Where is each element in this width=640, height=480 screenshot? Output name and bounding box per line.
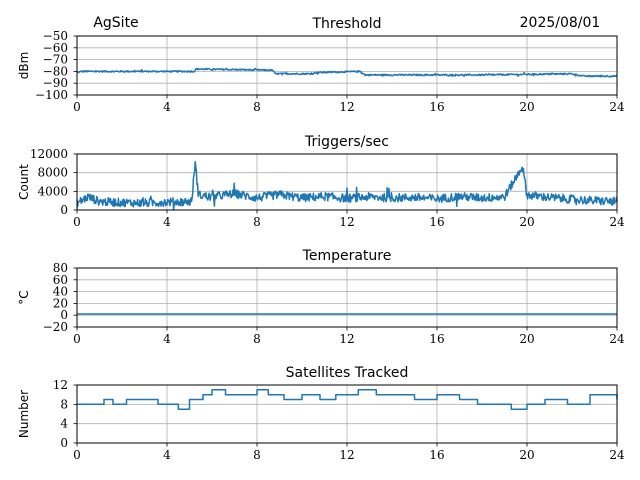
chart-panel-3: 0 4 8 12 16 20 24 0 4 8 12 Satellites Tracked Number	[17, 365, 625, 462]
x-tick-label-6: 24	[609, 332, 625, 346]
y-tick-label-5: 80	[53, 261, 68, 275]
y-tick-label-1: −90	[43, 76, 68, 90]
x-tick-label-1: 4	[163, 448, 171, 462]
x-tick-label-2: 8	[253, 448, 261, 462]
y-tick-label-3: 12	[53, 378, 68, 392]
y-tick-label-2: 8000	[37, 166, 68, 180]
y-axis-label-0: dBm	[17, 52, 31, 80]
x-tick-label-3: 12	[339, 100, 354, 114]
x-tick-label-4: 16	[429, 448, 444, 462]
x-tick-label-6: 24	[609, 448, 625, 462]
series-line-1	[76, 161, 618, 211]
y-tick-label-3: 40	[53, 285, 68, 299]
y-tick-label-0: 0	[60, 436, 68, 450]
date-label: 2025/08/01	[520, 15, 601, 31]
chart-title-1: Triggers/sec	[304, 134, 389, 150]
x-tick-label-3: 12	[339, 215, 354, 229]
y-tick-label-3: 12000	[30, 147, 68, 161]
y-tick-label-2: 20	[53, 296, 68, 310]
y-tick-label-0: −100	[35, 88, 68, 102]
y-tick-label-0: −20	[43, 320, 68, 334]
x-tick-label-3: 12	[339, 332, 354, 346]
series-line-0	[76, 67, 618, 78]
x-tick-label-0: 0	[73, 215, 81, 229]
y-tick-label-1: 0	[60, 308, 68, 322]
x-tick-label-5: 20	[519, 448, 534, 462]
x-tick-label-2: 8	[253, 215, 261, 229]
x-tick-label-0: 0	[73, 332, 81, 346]
y-axis-label-3: Number	[17, 390, 31, 438]
site-label: AgSite	[93, 15, 138, 31]
series-line-3	[77, 389, 618, 410]
chart-panel-1: 0 4 8 12 16 20 24 0 4000 8000 12000 Triggers/sec Cou…	[17, 134, 625, 229]
x-tick-label-5: 20	[519, 332, 534, 346]
x-tick-label-1: 4	[163, 332, 171, 346]
y-tick-label-3: −70	[43, 53, 68, 67]
x-tick-label-4: 16	[429, 215, 444, 229]
x-tick-label-0: 0	[73, 448, 81, 462]
y-tick-label-4: −60	[43, 41, 68, 55]
y-tick-label-1: 4000	[37, 184, 68, 198]
y-tick-label-2: −80	[43, 64, 68, 78]
chart-panels: 0 4 8 12 16 20 24 −100−90−80−70−60−50 Threshold d…	[17, 16, 625, 462]
y-tick-label-0: 0	[60, 203, 68, 217]
y-tick-label-2: 8	[60, 397, 68, 411]
x-tick-label-5: 20	[519, 100, 534, 114]
x-tick-label-1: 4	[163, 215, 171, 229]
chart-title-3: Satellites Tracked	[286, 365, 409, 381]
x-tick-label-2: 8	[253, 100, 261, 114]
x-tick-label-4: 16	[429, 100, 444, 114]
y-tick-label-4: 60	[53, 273, 68, 287]
x-tick-label-2: 8	[253, 332, 261, 346]
chart-panel-0: 0 4 8 12 16 20 24 −100−90−80−70−60−50 Threshold d…	[17, 16, 625, 114]
chart-title-0: Threshold	[312, 16, 382, 32]
x-tick-label-4: 16	[429, 332, 444, 346]
x-tick-label-6: 24	[609, 215, 625, 229]
y-axis-label-1: Count	[17, 164, 31, 200]
y-tick-label-5: −50	[43, 29, 68, 43]
x-tick-label-6: 24	[609, 100, 625, 114]
chart-title-2: Temperature	[302, 248, 392, 264]
y-axis-label-2: °C	[17, 290, 31, 304]
x-tick-label-0: 0	[73, 100, 81, 114]
x-tick-label-3: 12	[339, 448, 354, 462]
x-tick-label-5: 20	[519, 215, 534, 229]
x-tick-label-1: 4	[163, 100, 171, 114]
y-tick-label-1: 4	[60, 417, 68, 431]
